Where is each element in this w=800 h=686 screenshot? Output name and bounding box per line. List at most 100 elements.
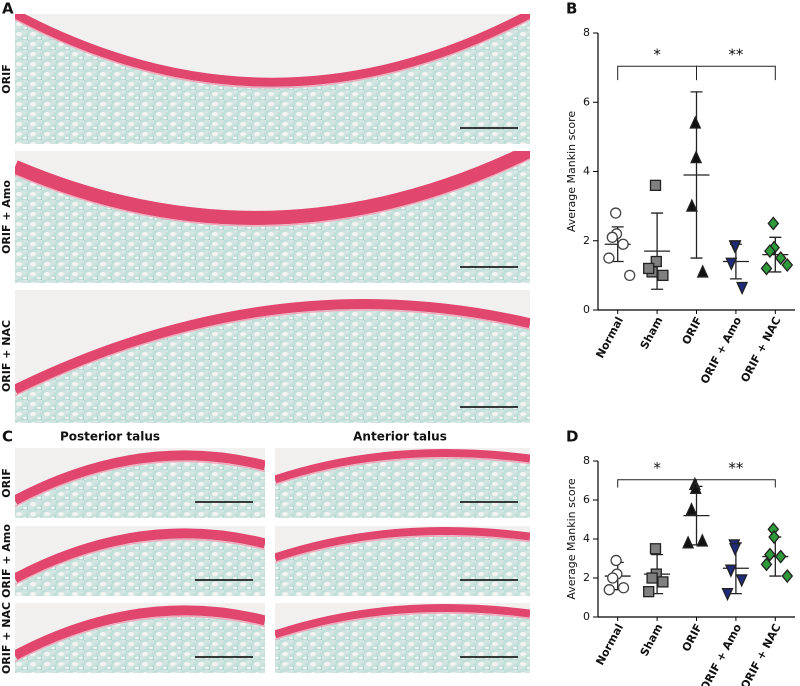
cartilage-edge [15, 158, 530, 227]
cartilage [15, 299, 530, 395]
x-tick-label: ORIF + NAC [738, 622, 783, 686]
data-point [643, 262, 655, 275]
significance-label: * [653, 46, 661, 64]
bone [15, 151, 530, 283]
data-point [690, 150, 703, 164]
histology-image [275, 603, 530, 673]
panel-label: A [2, 0, 14, 18]
cartilage-edge [15, 460, 265, 508]
x-tick-label: ORIF [679, 315, 704, 347]
row-label: ORIF + Amo [0, 524, 13, 598]
significance-label: ** [728, 46, 744, 64]
row-label: ORIF + Amo [0, 180, 13, 254]
cartilage-edge [15, 538, 265, 586]
y-axis-label: Average Mankin score [565, 111, 578, 233]
x-tick-label: ORIF + NAC [738, 315, 783, 385]
y-tick-label: 8 [583, 26, 590, 39]
y-tick-label: 2 [583, 571, 590, 584]
data-point [610, 207, 622, 219]
row-label: ORIF [0, 468, 13, 497]
histology-image [15, 151, 530, 283]
data-point [696, 533, 709, 547]
cartilage [15, 528, 265, 583]
row-label: ORIF [0, 64, 13, 93]
cartilage-edge [275, 457, 530, 486]
tissue [15, 151, 530, 283]
significance-bracket [617, 479, 697, 488]
data-point [774, 251, 787, 266]
data-point [729, 240, 742, 254]
tissue [15, 299, 530, 423]
row-label: ORIF + NAC [0, 320, 13, 392]
data-point [685, 502, 698, 516]
data-point [689, 480, 702, 494]
y-tick-label: 0 [583, 610, 590, 623]
data-point [735, 574, 748, 588]
data-point [764, 244, 776, 259]
significance-label: ** [728, 459, 744, 477]
data-point [646, 572, 658, 584]
x-tick-label: ORIF [679, 622, 704, 654]
tissue [15, 14, 530, 144]
cartilage-edge [275, 612, 530, 641]
data-point [767, 216, 780, 231]
data-point [643, 586, 655, 598]
cartilage [15, 14, 530, 87]
y-tick-label: 4 [583, 165, 590, 178]
cartilage-edge [275, 535, 530, 564]
cartilage [15, 151, 530, 225]
data-point [649, 543, 662, 555]
histology-image [15, 448, 265, 518]
data-point [685, 198, 698, 212]
y-tick-label: 2 [583, 234, 590, 247]
column-label: Anterior talus [353, 430, 447, 444]
y-tick-label: 6 [583, 493, 590, 506]
data-point [617, 582, 630, 594]
significance-label: * [653, 459, 661, 477]
significance-bracket [696, 479, 776, 488]
histology-images [15, 14, 530, 673]
data-point [682, 535, 695, 549]
cartilage [15, 605, 265, 660]
column-label: Posterior talus [60, 430, 160, 444]
data-point [781, 569, 794, 584]
significance-bracket [617, 65, 697, 81]
significance-bracket [696, 65, 776, 81]
y-tick-label: 8 [583, 454, 590, 467]
histology-image [275, 526, 530, 596]
data-point [617, 238, 629, 250]
data-point [768, 530, 780, 545]
data-point [606, 231, 618, 243]
histology-image [275, 448, 530, 518]
cartilage [15, 450, 265, 505]
histology-image [15, 603, 265, 673]
data-point [689, 115, 702, 129]
data-point [724, 564, 737, 578]
data-point [764, 547, 776, 562]
cartilage [275, 449, 530, 484]
data-point [721, 587, 734, 602]
histology-image [15, 14, 530, 144]
data-point [657, 269, 669, 282]
bone [15, 304, 530, 423]
data-point [729, 543, 742, 557]
bone [15, 14, 530, 144]
data-point [760, 261, 773, 276]
cartilage-edge [15, 309, 530, 397]
cartilage-edge [15, 615, 265, 663]
data-point [657, 576, 669, 588]
data-point [781, 257, 794, 273]
data-point [624, 269, 636, 282]
data-point [760, 557, 773, 572]
x-tick-label: ORIF + Amo [698, 314, 744, 386]
data-point [774, 549, 787, 564]
x-tick-label: Sham [638, 315, 666, 352]
data-point [603, 252, 615, 264]
data-point [736, 281, 749, 296]
row-label: ORIF + NAC [0, 602, 13, 674]
cartilage-edge [15, 18, 530, 89]
data-point [610, 554, 622, 567]
y-tick-label: 6 [583, 95, 590, 108]
cartilage [275, 604, 530, 639]
